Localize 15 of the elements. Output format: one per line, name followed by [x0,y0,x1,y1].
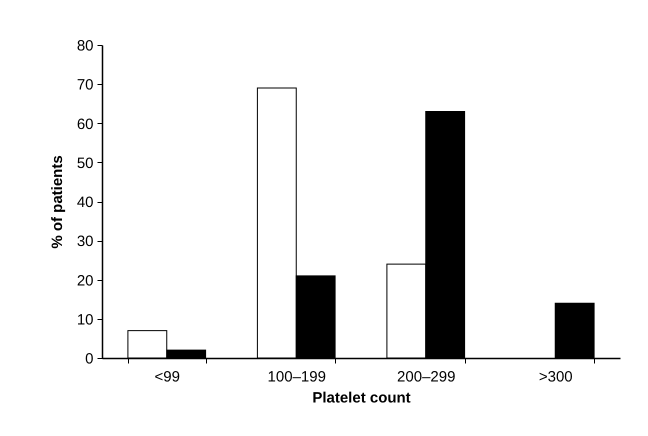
y-tick-label: 80 [76,38,94,54]
x-axis-title: Platelet count [312,390,411,406]
x-tick-label: >300 [538,368,573,386]
y-tick-label: 50 [76,154,94,172]
x-tick-label: 200–299 [397,368,456,386]
y-tick-label: 40 [76,194,94,211]
x-tick-label: 100–199 [268,368,326,386]
y-tick-label: 30 [76,233,94,250]
y-tick-label: 60 [76,116,94,133]
y-tick-label: 20 [76,272,94,290]
x-tick-label: <99 [154,368,180,386]
y-axis-title: % of patients [48,155,66,249]
y-tick-label: 70 [76,76,94,94]
y-tick-label: 10 [76,311,94,328]
y-tick-label: 0 [85,350,94,368]
